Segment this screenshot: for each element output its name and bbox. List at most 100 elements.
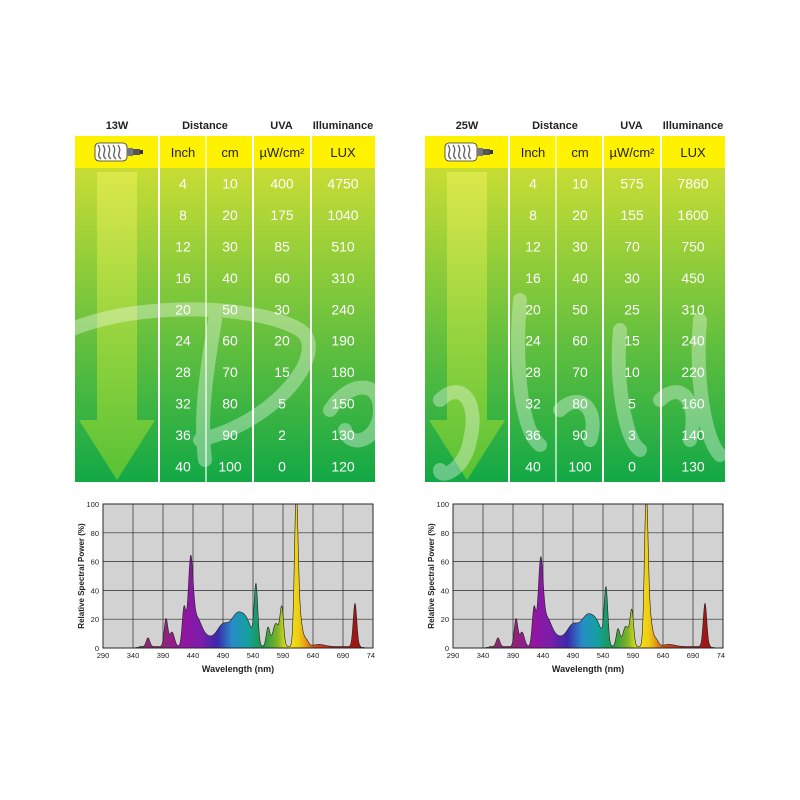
y-axis-label: Relative Spectral Power (%)	[427, 523, 436, 629]
x-tick-label: 590	[277, 651, 290, 660]
x-tick-label: 390	[157, 651, 170, 660]
cell-lux: 150	[331, 396, 355, 412]
cell-lux: 220	[681, 364, 705, 380]
cell-cm: 10	[222, 176, 238, 192]
cell-lux: 160	[681, 396, 705, 412]
cell-uva: 70	[624, 239, 640, 255]
cell-uva: 30	[274, 301, 290, 317]
cell-uva: 85	[274, 239, 290, 255]
x-tick-label: 690	[337, 651, 350, 660]
cell-cm: 100	[218, 458, 242, 474]
cell-inch: 40	[175, 458, 191, 474]
column-divider	[508, 136, 510, 482]
cell-inch: 16	[175, 270, 191, 286]
unit-label-inch: Inch	[521, 145, 546, 160]
cell-inch: 4	[529, 176, 537, 192]
cell-lux: 7860	[677, 176, 708, 192]
y-tick-label: 80	[441, 529, 449, 538]
column-divider	[310, 136, 312, 482]
cell-lux: 240	[681, 333, 705, 349]
cell-cm: 90	[222, 427, 238, 443]
cell-cm: 30	[222, 239, 238, 255]
cell-inch: 28	[525, 364, 541, 380]
cell-uva: 25	[624, 301, 640, 317]
spiral-cfl-bulb-icon	[94, 142, 143, 162]
x-tick-label: 440	[187, 651, 200, 660]
cell-cm: 100	[568, 458, 592, 474]
x-tick-label: 540	[597, 651, 610, 660]
illuminance-header: Illuminance	[662, 120, 724, 132]
cell-uva: 175	[270, 207, 294, 223]
cell-inch: 28	[175, 364, 191, 380]
cell-uva: 5	[278, 396, 286, 412]
cell-lux: 240	[331, 301, 355, 317]
spectrum-chart-13w: 290 340 390 440 490 540 590 640 690 740 0 20 40 60 80 1…	[75, 496, 379, 686]
cell-uva: 400	[270, 176, 294, 192]
cell-inch: 20	[525, 301, 541, 317]
y-tick-label: 20	[441, 615, 449, 624]
cell-uva: 155	[620, 207, 644, 223]
cell-inch: 20	[175, 301, 191, 317]
cell-lux: 450	[681, 270, 705, 286]
x-tick-label: 740	[717, 651, 725, 660]
x-tick-label: 340	[127, 651, 140, 660]
cell-cm: 10	[572, 176, 588, 192]
cell-inch: 8	[179, 207, 187, 223]
distance-header: Distance	[182, 120, 228, 132]
x-tick-label: 440	[537, 651, 550, 660]
x-tick-label: 540	[247, 651, 260, 660]
cell-cm: 50	[222, 301, 238, 317]
y-tick-label: 0	[95, 644, 99, 653]
cell-lux: 1600	[677, 207, 708, 223]
cell-lux: 1040	[327, 207, 358, 223]
column-divider	[205, 136, 207, 482]
distance-header: Distance	[532, 120, 578, 132]
unit-label-lux: LUX	[680, 145, 706, 160]
cell-uva: 15	[274, 364, 290, 380]
cell-inch: 24	[175, 333, 191, 349]
cell-uva: 2	[278, 427, 286, 443]
down-arrow-icon	[429, 172, 505, 480]
x-tick-label: 490	[567, 651, 580, 660]
cell-lux: 4750	[327, 176, 358, 192]
wattage-label: 25W	[455, 120, 479, 132]
plot-frame	[102, 503, 374, 649]
spectrum-chart-25w: 290 340 390 440 490 540 590 640 690 740 0 20 40 60 80 1…	[425, 496, 729, 686]
cell-inch: 40	[525, 458, 541, 474]
cell-cm: 20	[572, 207, 588, 223]
cell-inch: 24	[525, 333, 541, 349]
cell-cm: 60	[572, 333, 588, 349]
cell-lux: 180	[331, 364, 355, 380]
plot-frame	[452, 503, 724, 649]
y-axis-label: Relative Spectral Power (%)	[77, 523, 86, 629]
x-tick-label: 590	[627, 651, 640, 660]
cell-cm: 50	[572, 301, 588, 317]
cell-uva: 3	[628, 427, 636, 443]
cell-inch: 36	[525, 427, 541, 443]
cell-lux: 750	[681, 239, 705, 255]
cell-cm: 80	[222, 396, 238, 412]
column-divider	[602, 136, 604, 482]
unit-label-cm: cm	[571, 145, 588, 160]
cell-cm: 70	[572, 364, 588, 380]
unit-label-inch: Inch	[171, 145, 196, 160]
y-tick-label: 60	[441, 558, 449, 567]
cell-lux: 510	[331, 239, 355, 255]
cell-inch: 12	[175, 239, 191, 255]
x-tick-label: 490	[217, 651, 230, 660]
x-tick-label: 740	[367, 651, 375, 660]
column-divider	[158, 136, 160, 482]
cell-lux: 130	[681, 458, 705, 474]
y-tick-label: 20	[91, 615, 99, 624]
cell-uva: 20	[274, 333, 290, 349]
y-tick-label: 0	[445, 644, 449, 653]
column-divider	[555, 136, 557, 482]
cell-uva: 0	[278, 458, 286, 474]
x-tick-label: 640	[307, 651, 320, 660]
spectrum-series	[485, 503, 715, 649]
cell-inch: 4	[179, 176, 187, 192]
unit-label-uva: µW/cm²	[609, 145, 655, 160]
illuminance-header: Illuminance	[312, 120, 374, 132]
